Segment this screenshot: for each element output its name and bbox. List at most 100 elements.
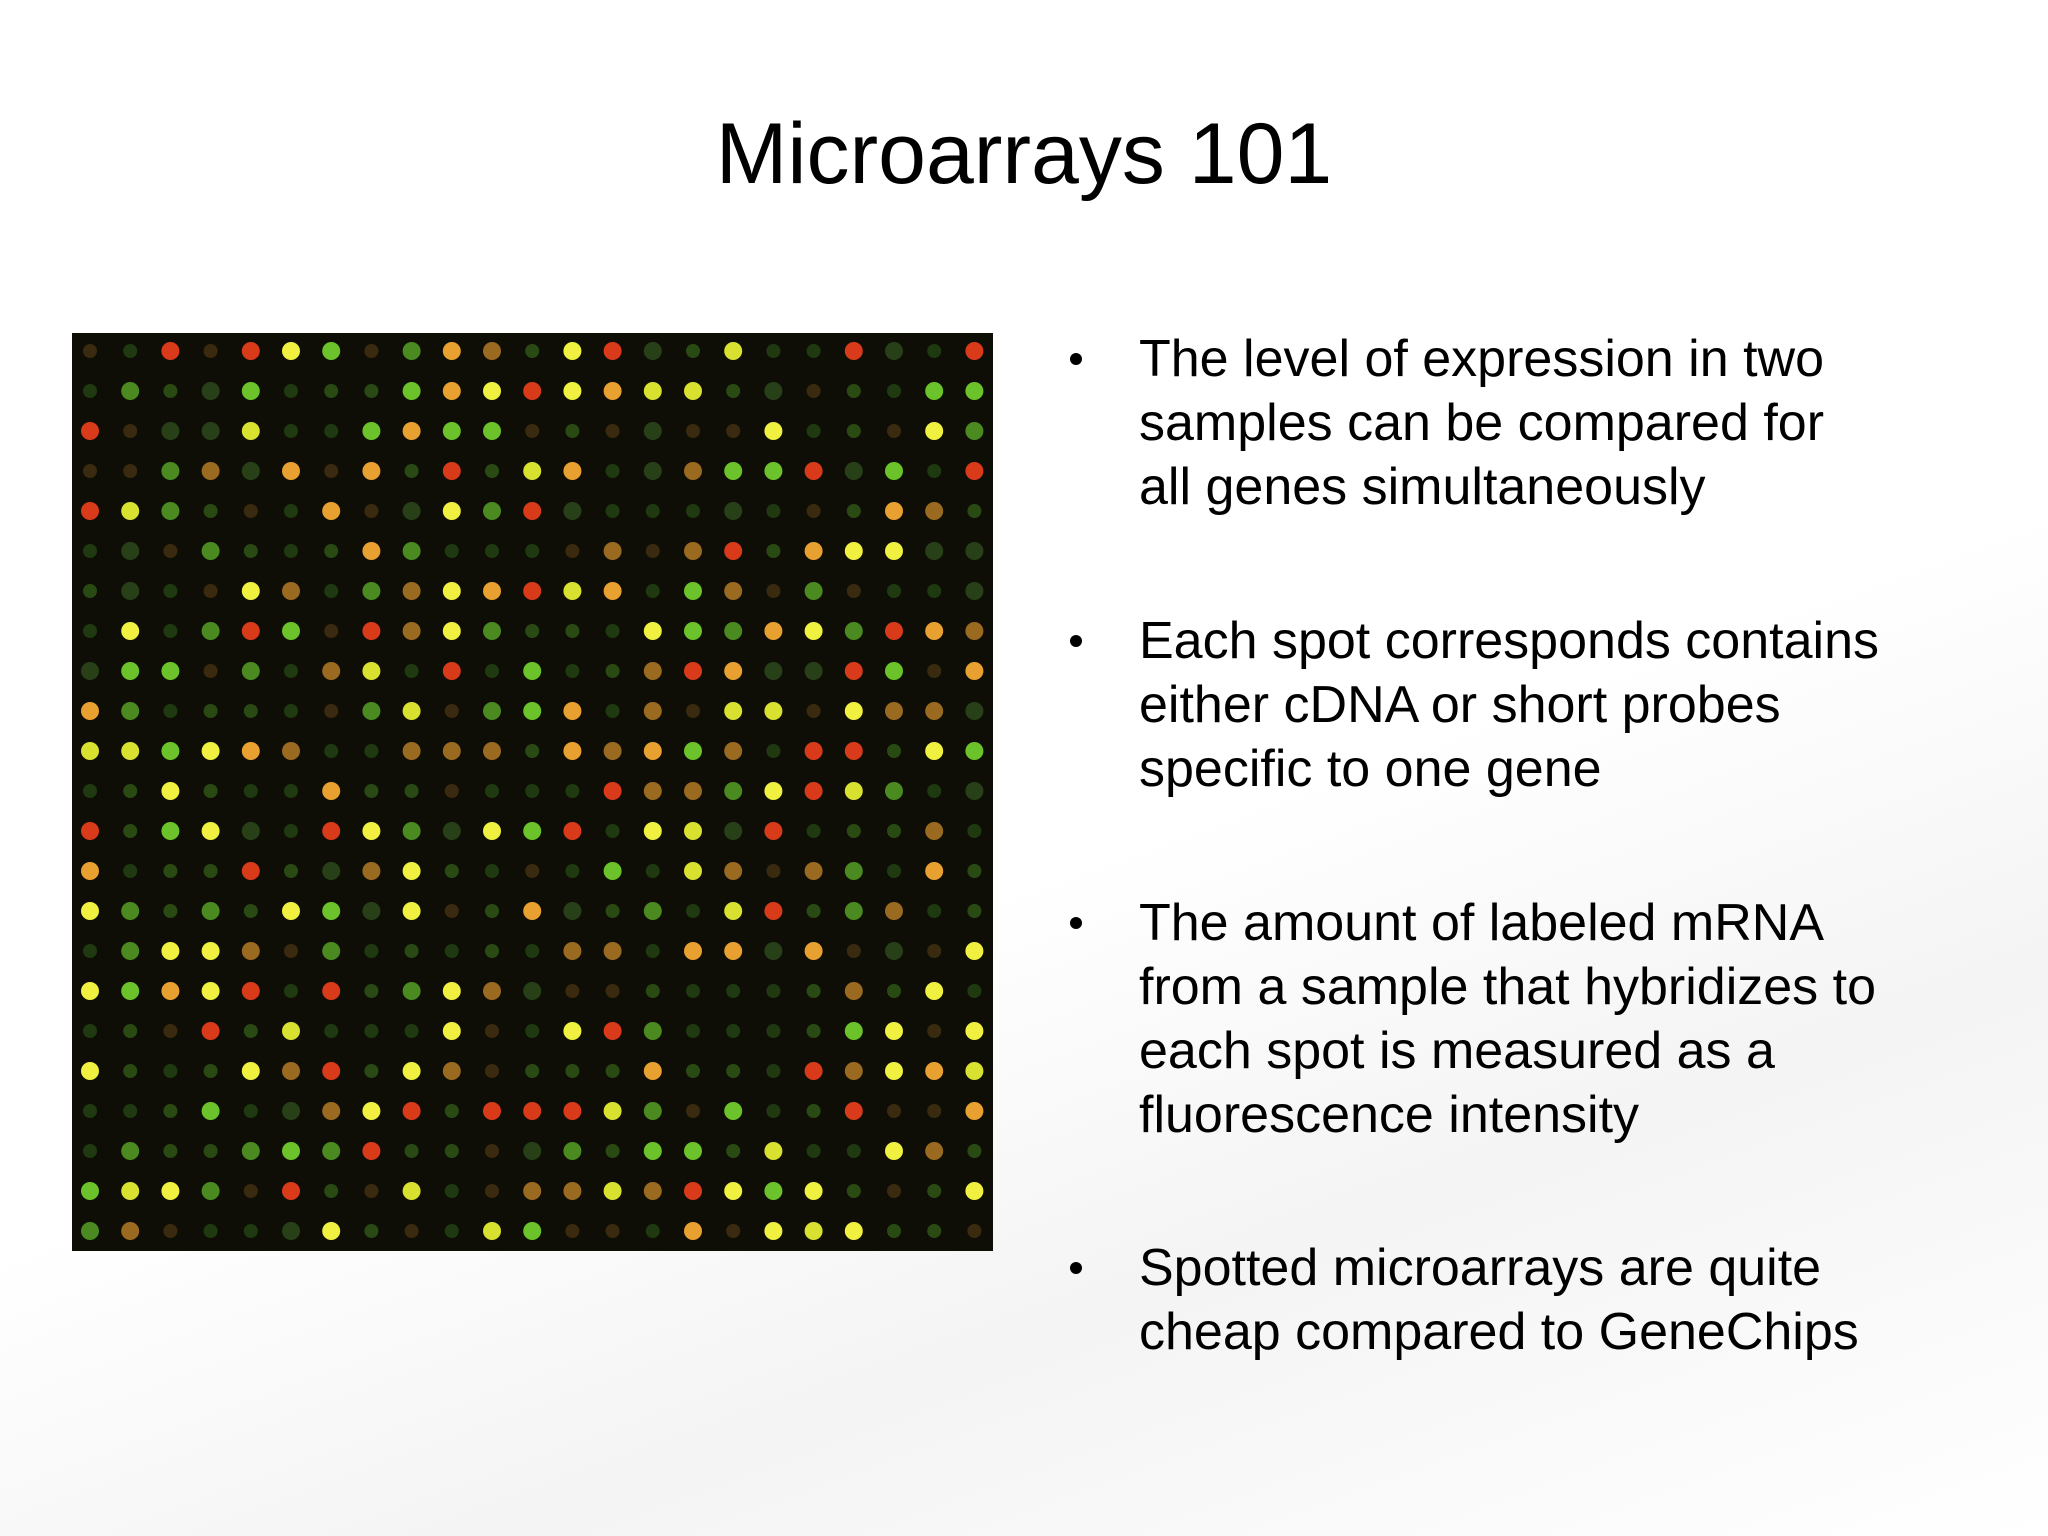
spot [726, 984, 741, 998]
spot [643, 422, 662, 440]
spot [806, 424, 821, 438]
spot [203, 504, 218, 518]
spot [442, 662, 461, 680]
spot [201, 1182, 220, 1200]
spot [565, 664, 580, 678]
spot [887, 864, 901, 878]
spot [965, 622, 984, 640]
spot [123, 1104, 138, 1118]
spot [201, 1022, 220, 1040]
spot [565, 544, 580, 558]
spot [81, 1062, 99, 1080]
spot [322, 982, 341, 1000]
spot [485, 904, 499, 918]
spot [603, 1182, 622, 1200]
spot [887, 744, 901, 758]
spot [686, 1064, 700, 1078]
spot [565, 424, 580, 438]
spot [161, 422, 180, 440]
spot [362, 422, 381, 440]
spot [364, 744, 379, 758]
spot [726, 1064, 741, 1078]
spot [844, 1062, 863, 1080]
spot [444, 944, 459, 958]
spot [525, 344, 540, 358]
spot [483, 342, 501, 360]
spot [885, 1022, 903, 1040]
spot [885, 902, 903, 920]
spot [726, 1024, 741, 1038]
spot [885, 782, 903, 800]
spot [603, 862, 622, 880]
spot [282, 1222, 300, 1240]
spot [444, 1184, 459, 1198]
spot [282, 1182, 300, 1200]
spot [83, 464, 97, 478]
spot [766, 504, 781, 518]
spot [485, 864, 499, 878]
spot [241, 1142, 260, 1160]
spot [887, 424, 901, 438]
spot [764, 422, 783, 440]
spot [83, 1104, 97, 1118]
spot [887, 584, 901, 598]
spot [523, 1102, 542, 1120]
spot [885, 702, 903, 720]
spot [121, 1222, 140, 1240]
spot [81, 1182, 99, 1200]
spot [362, 462, 381, 480]
spot [565, 1224, 580, 1238]
spot [563, 1102, 582, 1120]
spot [925, 622, 944, 640]
spot [483, 622, 501, 640]
spot [282, 902, 300, 920]
spot [442, 822, 461, 840]
spot [404, 1024, 419, 1038]
spot [402, 382, 421, 400]
spot [282, 1062, 300, 1080]
spot [804, 1062, 823, 1080]
spot [282, 1142, 300, 1160]
spot [965, 422, 984, 440]
spot [402, 982, 421, 1000]
spot [684, 662, 702, 680]
microarray-image [72, 333, 993, 1251]
spot [925, 1062, 944, 1080]
spot [686, 704, 700, 718]
spot [806, 904, 821, 918]
spot [844, 902, 863, 920]
spot [846, 1184, 861, 1198]
spot [684, 462, 702, 480]
spot [121, 622, 140, 640]
spot [804, 942, 823, 960]
spot [764, 1222, 783, 1240]
spot [643, 342, 662, 360]
spot [121, 982, 140, 1000]
spot [967, 984, 982, 998]
spot [483, 702, 501, 720]
spot [83, 1024, 97, 1038]
spot [523, 1182, 542, 1200]
spot [83, 544, 97, 558]
spot [603, 542, 622, 560]
spot [81, 982, 99, 1000]
spot [402, 622, 421, 640]
slide-title: Microarrays 101 [715, 106, 1333, 202]
spot [967, 904, 982, 918]
spot [362, 662, 381, 680]
spot [927, 464, 942, 478]
spot [282, 342, 300, 360]
spot [925, 542, 944, 560]
spot [844, 1022, 863, 1040]
spot [362, 622, 381, 640]
spot [121, 742, 140, 760]
spot [523, 982, 542, 1000]
spot [684, 1142, 702, 1160]
spot [565, 624, 580, 638]
spot [684, 742, 702, 760]
spot [203, 864, 218, 878]
spot [83, 384, 97, 398]
spot [643, 1102, 662, 1120]
spot [402, 902, 421, 920]
